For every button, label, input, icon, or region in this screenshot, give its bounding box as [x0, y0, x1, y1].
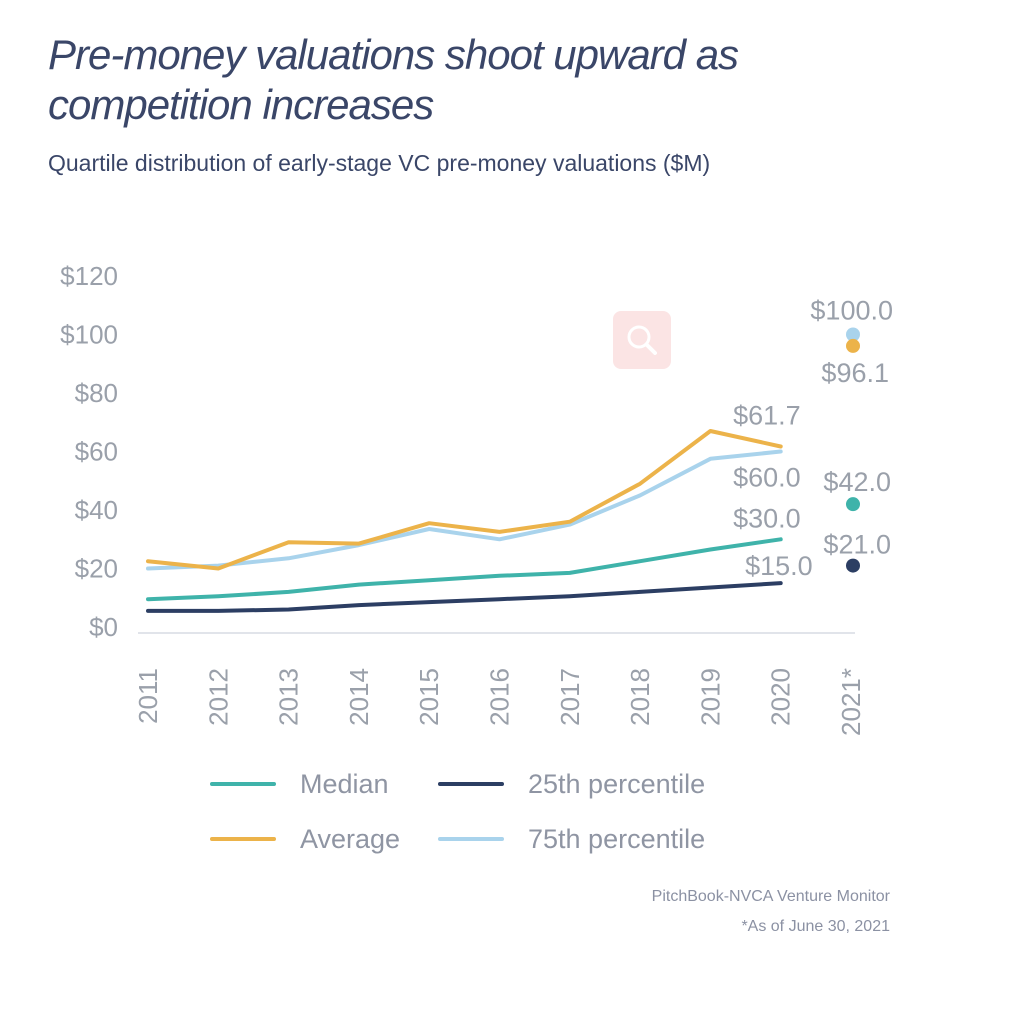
data-label: $61.7 [733, 401, 801, 431]
y-tick-label: $120 [60, 261, 118, 291]
chart-title: Pre-money valuations shoot upward as com… [48, 31, 739, 128]
series-line-75th-percentile [146, 449, 783, 571]
x-tick-label: 2019 [695, 668, 725, 726]
point-2021-25th-percentile [846, 558, 860, 573]
point-2021-75th-percentile [846, 327, 860, 342]
data-label: $21.0 [823, 530, 891, 560]
footnote-text: *As of June 30, 2021 [741, 918, 890, 935]
y-tick-label: $80 [75, 378, 118, 408]
legend-label-median: Median [300, 769, 389, 799]
x-tick-label: 2014 [344, 668, 374, 726]
points-2021 [846, 327, 860, 573]
x-axis: 2011 2012 2013 2014 2015 2016 2017 2018 2019 2020… [133, 668, 866, 736]
data-label: $42.0 [823, 467, 891, 497]
legend: Median 25th percentile Average 75th percent… [210, 769, 705, 854]
legend-label-75th-percentile: 75th percentile [528, 824, 705, 854]
line-chart: $0$20$40$60$80$100$120 2011 2012 2013 2014 2… [60, 261, 893, 854]
point-2021-median [846, 497, 860, 512]
data-label: $30.0 [733, 503, 801, 533]
x-tick-label: 2013 [274, 668, 304, 726]
data-label: $60.0 [733, 463, 801, 493]
series-lines [146, 429, 783, 613]
chart-subtitle: Quartile distribution of early-stage VC … [48, 150, 711, 176]
legend-label-average: Average [300, 824, 400, 854]
x-tick-label: 2012 [203, 668, 233, 726]
x-tick-label: 2016 [485, 668, 515, 726]
x-tick-label: 2011 [133, 668, 163, 724]
data-label: $100.0 [810, 296, 893, 326]
y-axis: $0 $20 $40 $60 $80 $100 $120 [60, 261, 118, 642]
y-tick-label: $0 [89, 612, 118, 642]
value-labels: $61.7 $60.0 $30.0 $15.0 $100.0 $96.1 $42.0 $21.… [733, 296, 893, 582]
x-tick-label: 2020 [766, 668, 796, 726]
series-line-median [146, 537, 783, 602]
source-text: PitchBook-NVCA Venture Monitor [651, 888, 890, 905]
zoom-button[interactable] [613, 311, 671, 369]
series-line-25th-percentile [146, 581, 783, 613]
y-tick-label: $40 [75, 495, 118, 525]
data-label: $96.1 [821, 358, 889, 388]
y-tick-label: $20 [75, 554, 118, 584]
x-tick-label: 2017 [555, 668, 585, 726]
series-line-average [146, 429, 783, 571]
magnifier-icon [627, 325, 657, 355]
x-tick-label: 2018 [625, 668, 655, 726]
y-tick-label: $60 [75, 437, 118, 467]
x-tick-label: 2021* [836, 668, 866, 736]
y-tick-label: $100 [60, 320, 118, 350]
legend-label-25th-percentile: 25th percentile [528, 769, 705, 799]
data-label: $15.0 [745, 551, 813, 581]
point-2021-average [846, 338, 860, 353]
x-tick-label: 2015 [414, 668, 444, 726]
